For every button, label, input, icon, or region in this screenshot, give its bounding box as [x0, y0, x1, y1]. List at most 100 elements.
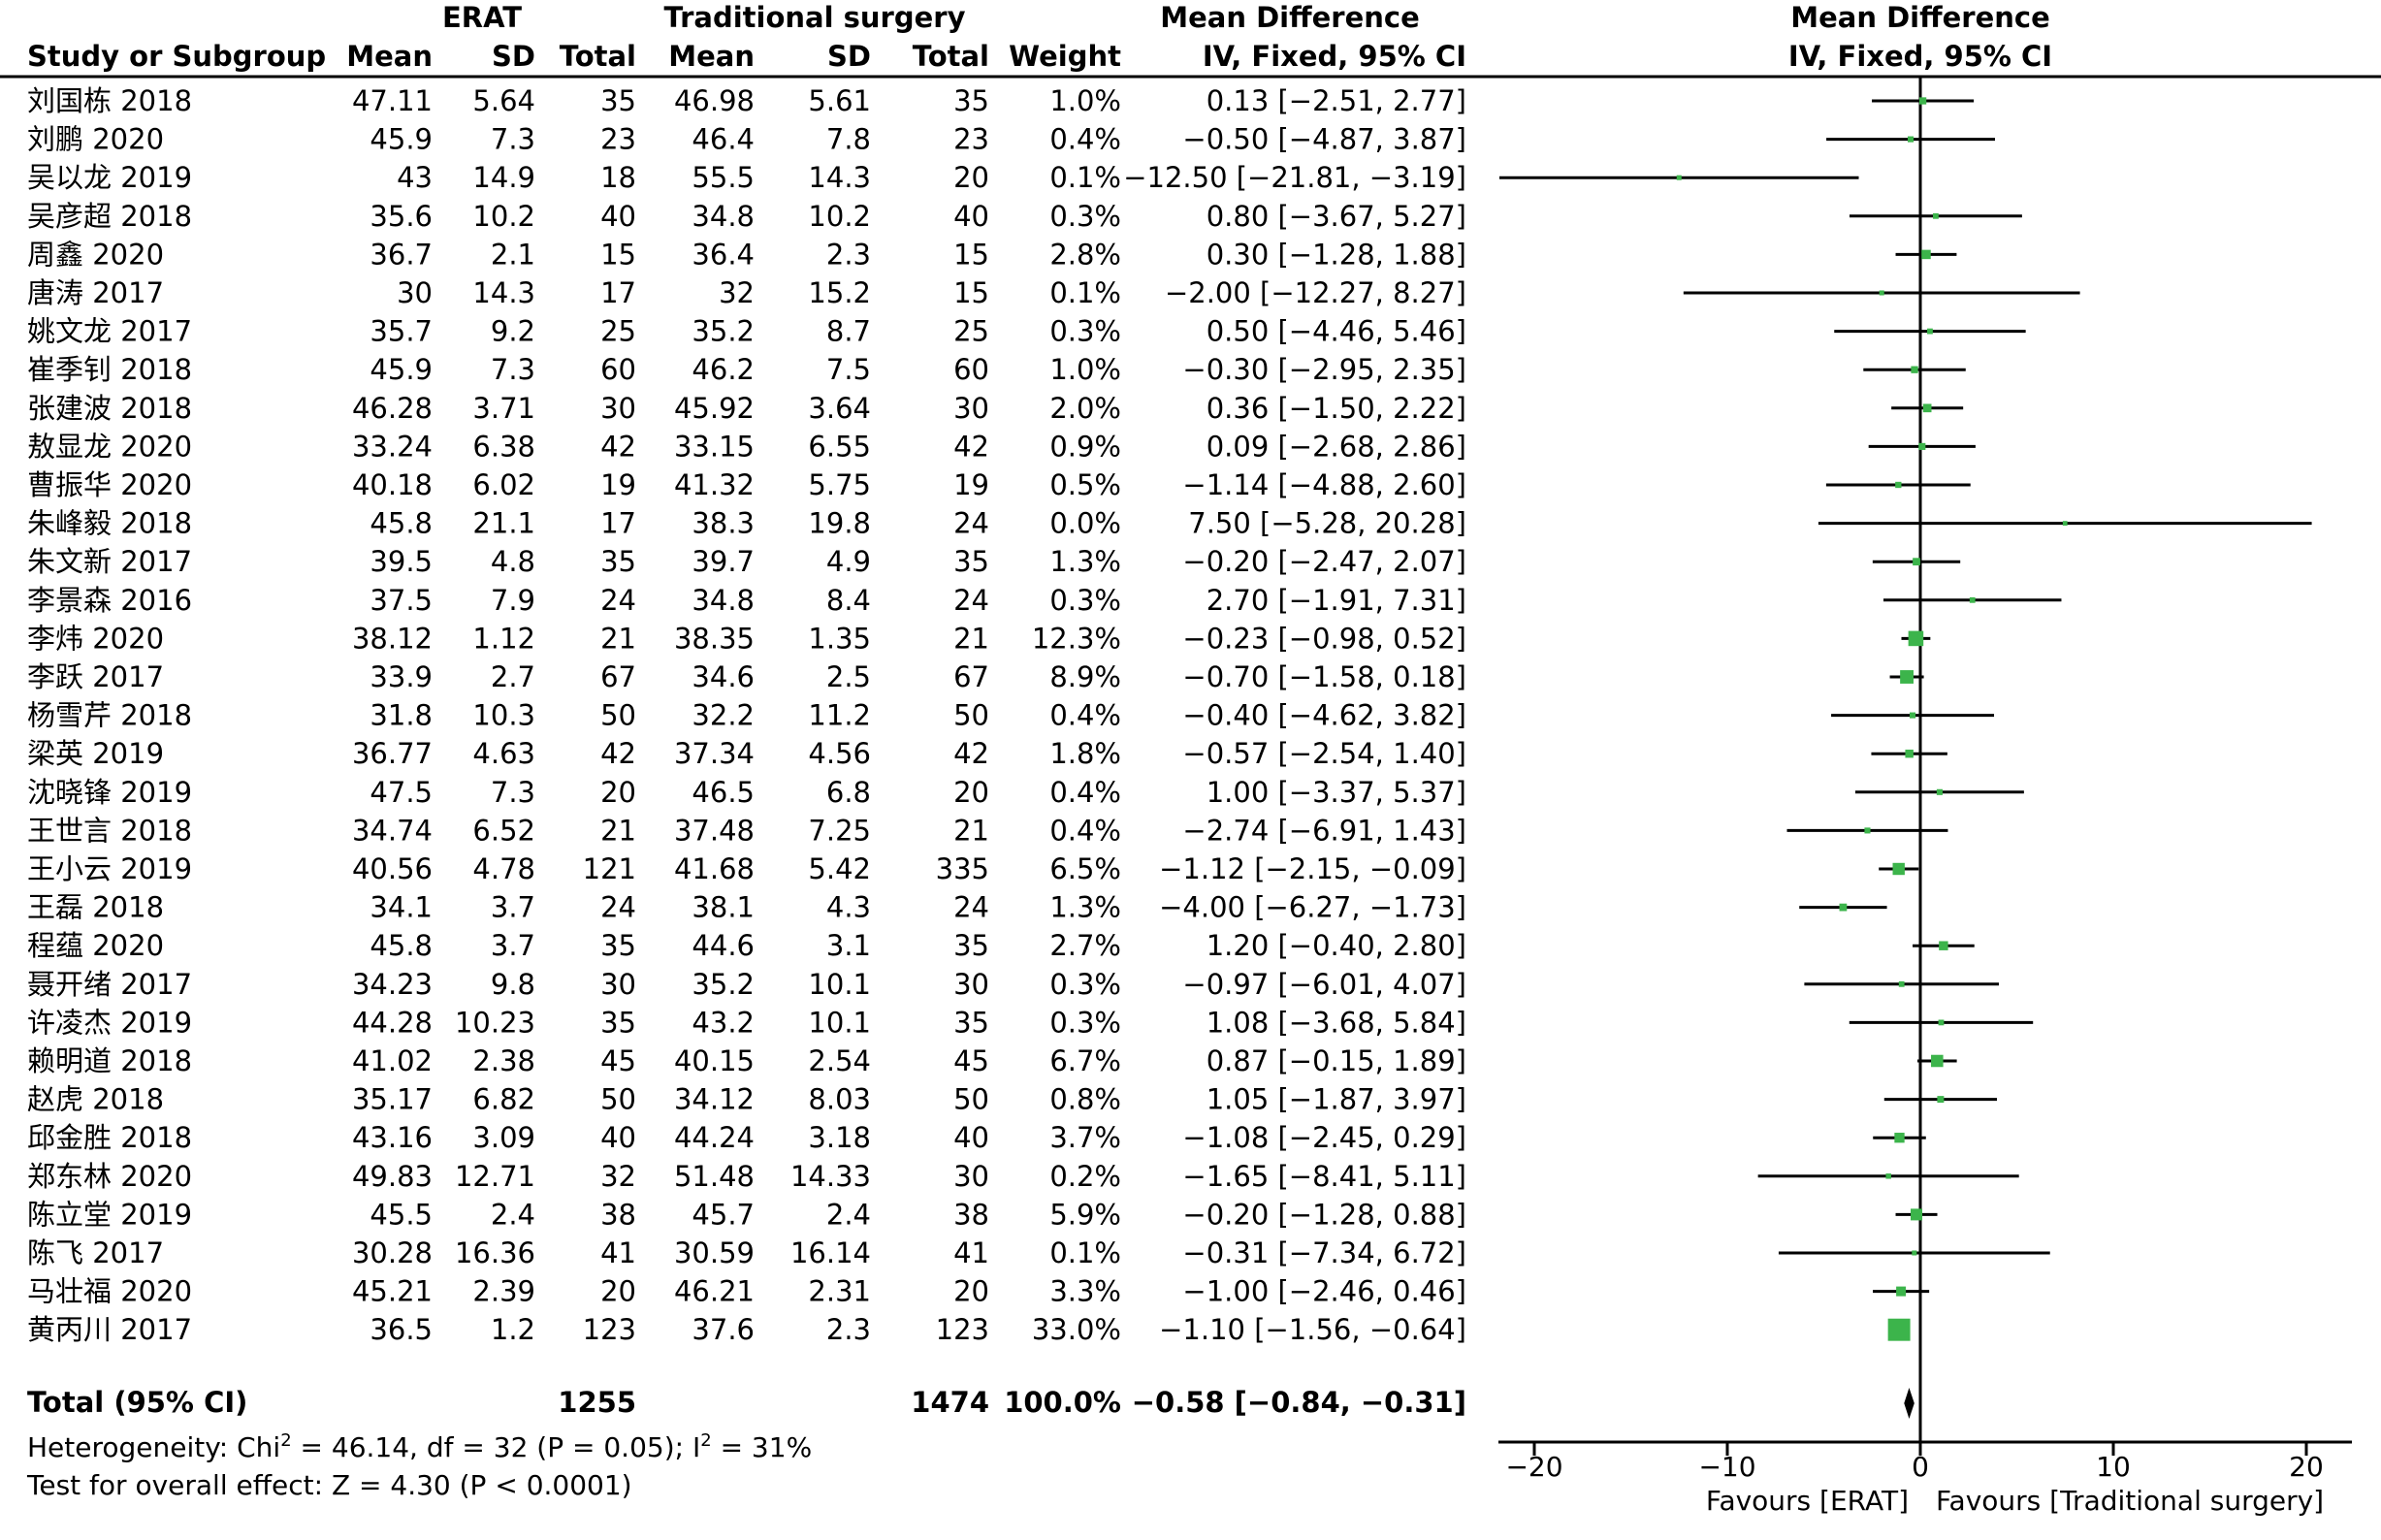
cell-ci-text: −0.20 [−2.47, 2.07]: [1182, 545, 1466, 578]
cell-weight: 1.3%: [1049, 891, 1121, 924]
favours-erat-label: Favours [ERAT]: [1706, 1485, 1909, 1517]
cell-c-mean: 36.4: [692, 238, 755, 271]
cell-c-mean: 34.8: [692, 200, 755, 233]
cell-c-mean: 51.48: [674, 1160, 755, 1193]
x-axis-tick-label: 0: [1912, 1451, 1929, 1483]
cell-c-total: 15: [953, 276, 989, 309]
cell-weight: 0.4%: [1049, 699, 1121, 732]
cell-ci-text: 0.80 [−3.67, 5.27]: [1207, 200, 1466, 233]
cell-c-sd: 10.1: [808, 968, 871, 1001]
cell-c-total: 50: [953, 699, 989, 732]
point-estimate-square: [2062, 521, 2068, 526]
cell-e-total: 25: [600, 315, 636, 348]
cell-e-total: 30: [600, 968, 636, 1001]
x-axis-tick-label: 20: [2289, 1451, 2324, 1483]
point-estimate-square: [1864, 827, 1871, 834]
cell-c-total: 15: [953, 238, 989, 271]
cell-e-sd: 7.9: [491, 584, 535, 617]
cell-e-mean: 33.24: [352, 430, 433, 463]
cell-c-mean: 34.6: [692, 660, 755, 693]
study-name: 唐涛 2017: [27, 276, 164, 309]
cell-c-mean: 46.2: [692, 353, 755, 386]
cell-e-total: 50: [600, 1083, 636, 1116]
cell-c-sd: 2.3: [826, 1313, 871, 1346]
cell-e-total: 17: [600, 276, 636, 309]
cell-c-sd: 7.25: [808, 814, 871, 847]
study-name: 杨雪芹 2018: [27, 699, 192, 732]
cell-e-sd: 3.7: [491, 929, 535, 962]
cell-e-mean: 39.5: [370, 545, 433, 578]
cell-c-sd: 4.9: [826, 545, 871, 578]
cell-ci-text: 1.08 [−3.68, 5.84]: [1207, 1006, 1466, 1039]
cell-c-mean: 55.5: [692, 161, 755, 194]
heterogeneity-note: Heterogeneity: Chi2 = 46.14, df = 32 (P …: [27, 1430, 812, 1463]
cell-e-mean: 30.28: [352, 1236, 433, 1269]
cell-c-total: 21: [953, 814, 989, 847]
study-name: 李炜 2020: [27, 622, 164, 655]
cell-c-total: 20: [953, 161, 989, 194]
cell-e-total: 123: [583, 1313, 636, 1346]
cell-e-total: 35: [600, 84, 636, 117]
cell-c-sd: 6.55: [808, 430, 871, 463]
control-total-header: Total: [913, 40, 989, 73]
cell-e-sd: 4.63: [472, 737, 535, 770]
cell-c-mean: 41.32: [674, 468, 755, 501]
cell-e-sd: 2.38: [472, 1044, 535, 1077]
cell-c-mean: 38.1: [692, 891, 755, 924]
cell-e-sd: 3.71: [472, 392, 535, 425]
cell-c-total: 24: [953, 507, 989, 540]
cell-weight: 1.3%: [1049, 545, 1121, 578]
cell-c-sd: 19.8: [808, 507, 871, 540]
study-name: 刘鹏 2020: [27, 123, 164, 156]
cell-e-mean: 45.5: [370, 1198, 433, 1231]
point-estimate-square: [1909, 712, 1916, 719]
cell-c-total: 40: [953, 1121, 989, 1154]
cell-e-total: 24: [600, 891, 636, 924]
cell-c-total: 35: [953, 929, 989, 962]
study-name: 郑东林 2020: [27, 1160, 192, 1193]
cell-e-sd: 2.39: [472, 1275, 535, 1308]
cell-e-mean: 45.21: [352, 1275, 433, 1308]
cell-weight: 1.0%: [1049, 353, 1121, 386]
cell-c-sd: 5.75: [808, 468, 871, 501]
cell-c-mean: 37.6: [692, 1313, 755, 1346]
cell-ci-text: −0.30 [−2.95, 2.35]: [1182, 353, 1466, 386]
cell-e-mean: 31.8: [370, 699, 433, 732]
cell-weight: 3.3%: [1049, 1275, 1121, 1308]
cell-weight: 0.2%: [1049, 1160, 1121, 1193]
control-sd-header: SD: [827, 40, 871, 73]
point-estimate-square: [1908, 136, 1914, 143]
cell-weight: 6.7%: [1049, 1044, 1121, 1077]
cell-c-total: 30: [953, 392, 989, 425]
cell-ci-text: 0.30 [−1.28, 1.88]: [1207, 238, 1466, 271]
point-estimate-square: [1894, 1133, 1905, 1143]
point-estimate-square: [1911, 1208, 1923, 1221]
cell-e-total: 60: [600, 353, 636, 386]
cell-weight: 0.1%: [1049, 161, 1121, 194]
cell-e-total: 32: [600, 1160, 636, 1193]
cell-e-mean: 43: [397, 161, 433, 194]
x-axis-tick-label: −10: [1698, 1451, 1755, 1483]
cell-weight: 0.3%: [1049, 315, 1121, 348]
cell-ci-text: −0.97 [−6.01, 4.07]: [1182, 968, 1466, 1001]
cell-ci-text: 7.50 [−5.28, 20.28]: [1188, 507, 1466, 540]
cell-ci-text: −1.14 [−4.88, 2.60]: [1182, 468, 1466, 501]
cell-c-total: 42: [953, 430, 989, 463]
total-ci: −0.58 [−0.84, −0.31]: [1132, 1386, 1466, 1419]
cell-c-mean: 34.8: [692, 584, 755, 617]
cell-e-mean: 46.28: [352, 392, 433, 425]
cell-c-total: 19: [953, 468, 989, 501]
cell-c-mean: 46.21: [674, 1275, 755, 1308]
cell-e-total: 23: [600, 123, 636, 156]
cell-weight: 0.5%: [1049, 468, 1121, 501]
cell-e-mean: 45.9: [370, 123, 433, 156]
point-estimate-square: [1905, 749, 1914, 758]
pooled-estimate-diamond: [1904, 1388, 1914, 1419]
x-axis-tick-label: −20: [1505, 1451, 1562, 1483]
study-name: 沈晓锋 2019: [27, 776, 192, 809]
cell-e-sd: 6.38: [472, 430, 535, 463]
study-name: 朱峰毅 2018: [27, 507, 192, 540]
cell-e-sd: 12.71: [455, 1160, 535, 1193]
cell-e-mean: 45.9: [370, 353, 433, 386]
cell-e-total: 24: [600, 584, 636, 617]
